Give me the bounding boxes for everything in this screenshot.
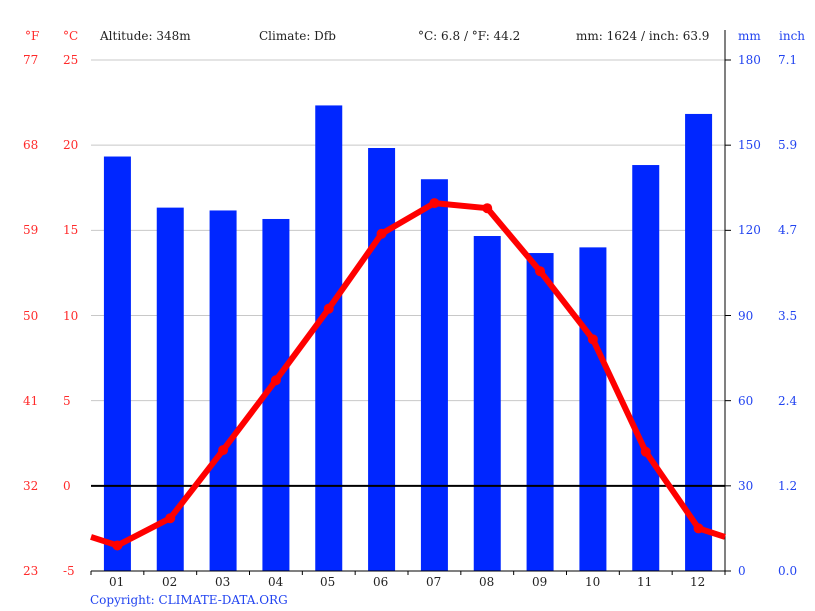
month-label: 07 [426,575,442,589]
precipitation-bar [209,210,237,571]
precipitation-bar [420,179,448,571]
inch-tick: 4.7 [778,223,798,237]
temperature-point [112,540,123,551]
month-label: 04 [268,575,284,589]
climate-label: Climate: Dfb [259,29,336,43]
inch-tick: 3.5 [778,309,798,323]
celsius-tick: 15 [63,223,79,237]
celsius-tick: 25 [63,53,79,67]
altitude-label: Altitude: 348m [100,29,191,43]
temperature-point [429,198,440,209]
month-label: 10 [585,575,601,589]
mm-tick: 150 [738,138,761,152]
celsius-tick: 5 [63,394,71,408]
precipitation-bar [685,113,713,571]
mm-tick: 60 [738,394,754,408]
temperature-point [218,445,229,456]
month-label: 06 [373,575,389,589]
precipitation-bar [632,165,660,572]
precipitation-bar [473,236,501,571]
precipitation-bar [315,105,343,571]
temperature-point [535,266,546,277]
temperature-line [90,200,726,549]
fahrenheit-tick: 23 [23,564,39,578]
temperature-point [693,523,704,534]
inch-unit-label: inch [779,29,806,43]
precipitation-bar [526,253,554,572]
celsius-tick: -5 [63,564,75,578]
temperature-point [323,303,334,314]
total-precipitation-label: mm: 1624 / inch: 63.9 [576,29,710,43]
celsius-tick: 20 [63,138,79,152]
celsius-unit-label: °C [63,29,79,43]
fahrenheit-tick: 41 [23,394,39,408]
fahrenheit-tick: 77 [23,53,39,67]
month-label: 02 [162,575,178,589]
fahrenheit-tick: 68 [23,138,39,152]
month-label: 08 [479,575,495,589]
mm-unit-label: mm [738,29,761,43]
inch-tick: 1.2 [778,479,798,493]
month-label: 12 [690,575,706,589]
month-label: 03 [215,575,231,589]
month-label: 09 [532,575,548,589]
precipitation-bar [579,247,607,571]
copyright-link[interactable]: Copyright: CLIMATE-DATA.ORG [90,593,288,607]
avg-temperature-label: °C: 6.8 / °F: 44.2 [418,29,521,43]
inch-tick: 7.1 [778,53,798,67]
temperature-point [270,375,281,386]
inch-tick: 2.4 [778,394,798,408]
temperature-point [376,228,387,239]
fahrenheit-tick: 59 [23,223,39,237]
inch-tick: 5.9 [778,138,798,152]
fahrenheit-tick: 32 [23,479,39,493]
temperature-point [482,203,493,214]
month-label: 05 [320,575,336,589]
celsius-tick: 0 [63,479,71,493]
mm-tick: 180 [738,53,761,67]
fahrenheit-unit-label: °F [25,29,40,43]
mm-tick: 90 [738,309,754,323]
precipitation-bar [103,156,131,571]
fahrenheit-tick: 50 [23,309,39,323]
month-label: 01 [109,575,125,589]
temperature-point [165,513,176,524]
temperature-point [640,446,651,457]
mm-tick: 0 [738,564,746,578]
temperature-point [587,334,598,345]
celsius-tick: 10 [63,309,79,323]
inch-tick: 0.0 [778,564,798,578]
precipitation-bar [368,148,396,571]
month-label: 11 [637,575,653,589]
mm-tick: 120 [738,223,761,237]
mm-tick: 30 [738,479,754,493]
